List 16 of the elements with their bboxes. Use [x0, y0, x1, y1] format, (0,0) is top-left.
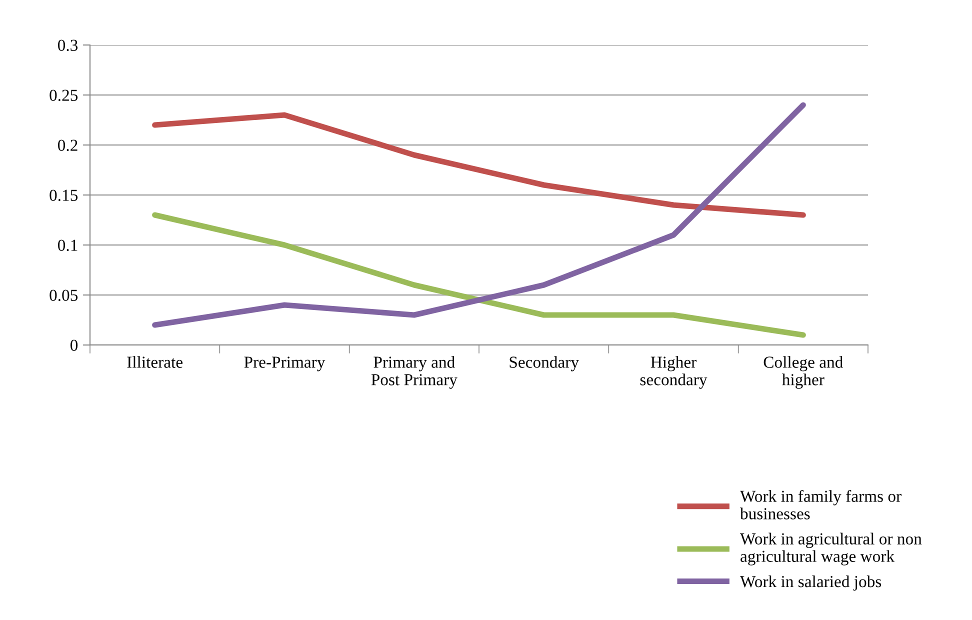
x-tick-label: Higher secondary — [640, 356, 708, 389]
x-tick-label: Secondary — [510, 356, 579, 372]
y-tick-label: 0.05 — [50, 290, 78, 302]
y-tick-label: 0.15 — [50, 190, 78, 202]
y-tick-label: 0 — [70, 340, 78, 351]
x-tick-label: Pre-Primary — [244, 356, 326, 372]
legend-label: Work in salaried jobs — [740, 575, 882, 591]
y-tick-label: 0.25 — [50, 90, 78, 102]
y-tick-label: 0.3 — [58, 40, 78, 52]
x-tick-label: Illiterate — [127, 356, 182, 368]
x-tick-label: Primary and Post Primary — [371, 356, 458, 389]
y-tick-label: 0.1 — [58, 240, 78, 252]
x-tick-label: College and higher — [764, 356, 843, 389]
legend-label: Work in agricultural or non agricultural wage work — [740, 532, 922, 566]
y-tick-label: 0.2 — [58, 140, 78, 152]
legend-label: Work in family farms or businesses — [740, 490, 902, 520]
